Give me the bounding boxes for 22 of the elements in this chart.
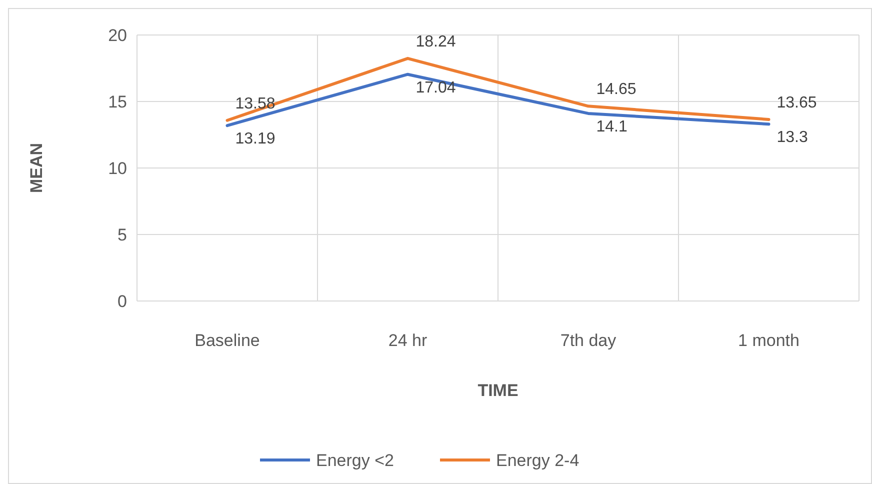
- data-label: 13.58: [235, 95, 276, 112]
- line-series: [226, 56, 770, 122]
- data-label: 14.65: [596, 81, 636, 98]
- data-label: 14.1: [596, 118, 628, 136]
- data-label: 13.3: [776, 129, 808, 146]
- data-label: 18.24: [416, 33, 456, 50]
- y-tick-label: 0: [118, 292, 127, 311]
- y-tick-label: 5: [118, 225, 127, 244]
- y-axis-title: MEAN: [27, 142, 46, 194]
- data-label: 13.19: [235, 130, 276, 148]
- x-tick-label: 24 hr: [388, 331, 428, 350]
- x-axis-title: TIME: [478, 381, 518, 400]
- y-tick-label: 20: [108, 26, 127, 45]
- legend-label: Energy <2: [316, 450, 394, 470]
- data-label: 13.65: [776, 94, 817, 112]
- x-tick-label: 1 month: [738, 331, 800, 350]
- legend-label: Energy 2-4: [496, 450, 580, 470]
- y-tick-label: 15: [108, 92, 127, 112]
- x-tick-label: Baseline: [194, 331, 260, 350]
- x-tick-label: 7th day: [560, 331, 617, 350]
- data-label: 17.04: [416, 79, 456, 96]
- y-tick-label: 10: [108, 158, 127, 178]
